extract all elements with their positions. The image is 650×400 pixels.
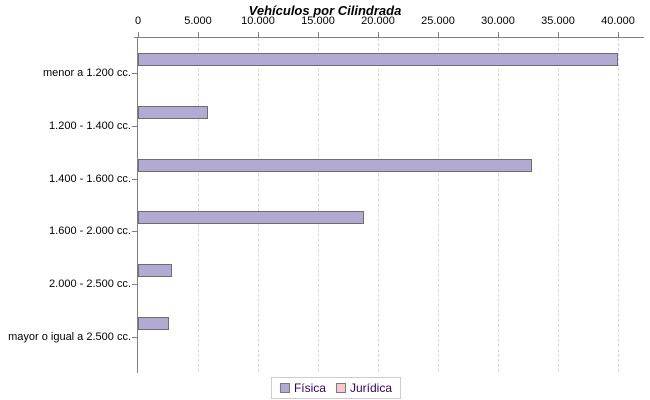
- category-label: menor a 1.200 cc.: [42, 67, 131, 79]
- bar-física-1: [138, 106, 208, 119]
- gridline: [498, 38, 499, 372]
- y-tick-mark: [132, 231, 137, 232]
- gridline: [318, 38, 319, 372]
- gridline: [198, 38, 199, 372]
- x-tick-label: 20.000: [361, 15, 395, 27]
- x-tick-mark: [198, 32, 199, 37]
- category-label: 1.400 - 1.600 cc.: [49, 173, 131, 185]
- category-label: 2.000 - 2.500 cc.: [49, 278, 131, 290]
- x-tick-label: 0: [134, 15, 142, 27]
- x-tick-label: 25.000: [421, 15, 455, 27]
- x-tick-mark: [138, 32, 139, 37]
- x-tick-mark: [378, 32, 379, 37]
- legend-item-juridica: Jurídica: [335, 381, 393, 395]
- legend-label-juridica: Jurídica: [349, 381, 393, 395]
- category-label: 1.200 - 1.400 cc.: [49, 120, 131, 132]
- gridline: [558, 38, 559, 372]
- y-tick-mark: [132, 337, 137, 338]
- legend-label-fisica: Física: [293, 381, 326, 395]
- legend-swatch-juridica-icon: [335, 383, 346, 393]
- legend-swatch-fisica-icon: [279, 383, 290, 393]
- bar-física-3: [138, 211, 364, 224]
- gridline: [378, 38, 379, 372]
- y-tick-mark: [132, 126, 137, 127]
- x-tick-label: 35.000: [541, 15, 575, 27]
- gridline: [438, 38, 439, 372]
- x-tick-mark: [438, 32, 439, 37]
- bar-física-5: [138, 317, 169, 330]
- legend-item-fisica: Física: [279, 381, 326, 395]
- gridline: [618, 38, 619, 372]
- bar-física-4: [138, 264, 172, 277]
- x-axis-line: [134, 37, 644, 38]
- x-tick-label: 5.000: [184, 15, 212, 27]
- category-label: 1.600 - 2.000 cc.: [49, 225, 131, 237]
- x-tick-label: 40.000: [601, 15, 635, 27]
- chart-title: Vehículos por Cilindrada: [248, 3, 402, 18]
- x-tick-mark: [318, 32, 319, 37]
- x-tick-mark: [258, 32, 259, 37]
- category-label: mayor o igual a 2.500 cc.: [8, 331, 131, 343]
- y-tick-mark: [132, 284, 137, 285]
- x-tick-label: 30.000: [481, 15, 515, 27]
- y-axis-line: [137, 37, 138, 373]
- legend: Física Jurídica: [270, 377, 402, 399]
- gridline: [258, 38, 259, 372]
- y-tick-mark: [132, 73, 137, 74]
- x-tick-mark: [618, 32, 619, 37]
- bar-física-0: [138, 53, 618, 66]
- x-tick-label: 15.000: [301, 15, 335, 27]
- bar-física-2: [138, 159, 532, 172]
- x-tick-mark: [498, 32, 499, 37]
- x-tick-mark: [558, 32, 559, 37]
- x-tick-label: 10.000: [241, 15, 275, 27]
- y-tick-mark: [132, 179, 137, 180]
